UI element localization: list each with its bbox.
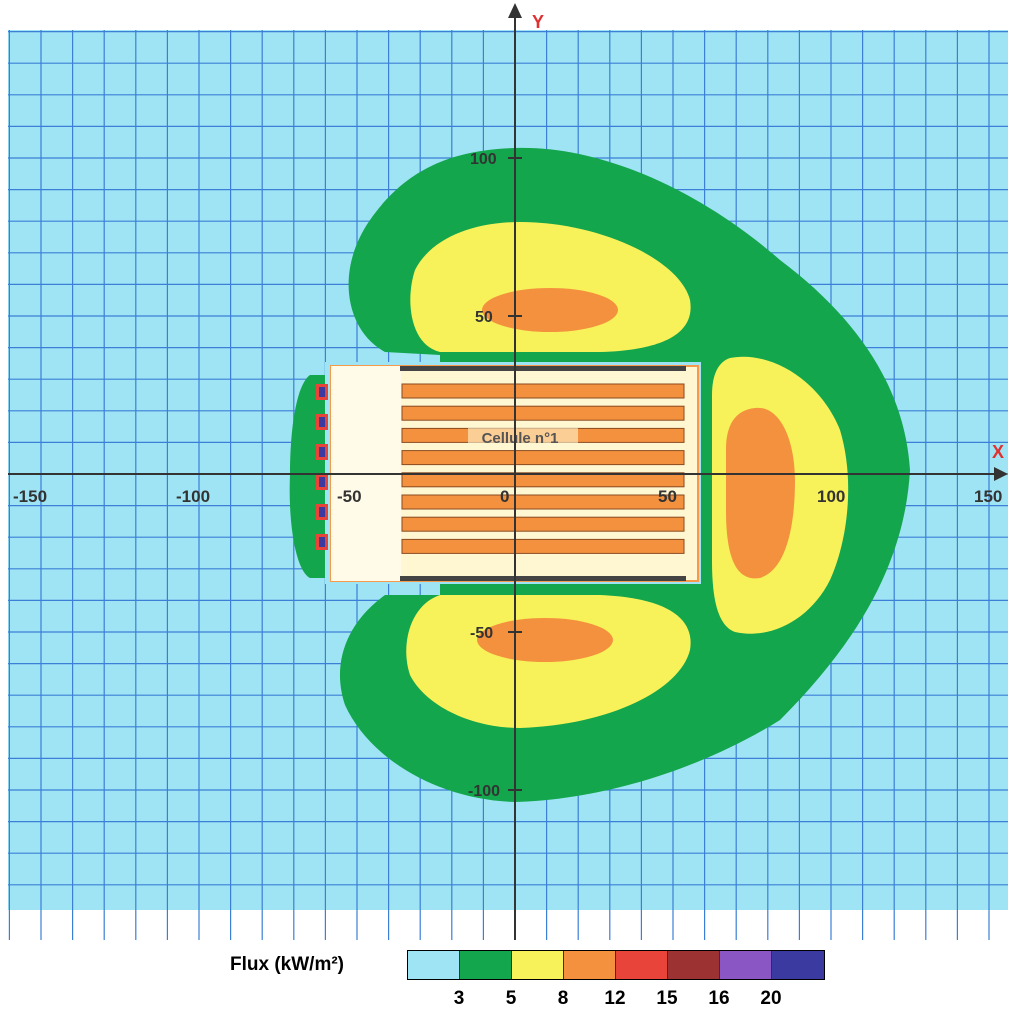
storage-rack <box>401 538 685 554</box>
zone-8kw-top <box>482 288 618 332</box>
storage-rack <box>401 383 685 399</box>
legend-swatch <box>564 951 616 979</box>
loading-bay-door <box>319 477 325 487</box>
legend-threshold-label: 12 <box>604 988 626 1009</box>
legend-threshold-label: 16 <box>708 988 730 1009</box>
storage-racks <box>401 383 685 554</box>
loading-bay-door <box>319 537 325 547</box>
loading-bay-door <box>319 417 325 427</box>
storage-rack <box>401 405 685 421</box>
building-label-bg <box>468 428 578 448</box>
x-tick-label: -100 <box>176 487 210 506</box>
legend-threshold-label: 8 <box>557 988 569 1009</box>
thermal-flux-map: Cellule n°1 X Y -150 -100 -50 0 50 100 1… <box>8 3 1008 940</box>
x-tick-label: -50 <box>337 487 362 506</box>
legend-threshold-label: 20 <box>760 988 782 1009</box>
y-axis-arrow <box>508 3 522 18</box>
zone-8kw-right <box>726 407 795 579</box>
legend-swatches <box>407 950 825 980</box>
storage-rack <box>401 472 685 488</box>
building-label: Cellule n°1 <box>482 430 559 447</box>
storage-rack <box>401 494 685 510</box>
storage-rack <box>401 450 685 466</box>
legend-swatch <box>616 951 668 979</box>
legend-swatch <box>668 951 720 979</box>
axes: X Y -150 -100 -50 0 50 100 150 100 50 -5… <box>8 3 1008 940</box>
y-axis-label: Y <box>532 12 544 32</box>
zone-8kw <box>477 288 795 662</box>
legend-swatch <box>720 951 772 979</box>
x-tick-label: -150 <box>13 487 47 506</box>
legend-title: Flux (kW/m²) <box>230 954 344 975</box>
loading-bay-door <box>319 447 325 457</box>
storage-rack <box>401 516 685 532</box>
x-axis-arrow <box>994 467 1008 481</box>
loading-bay-door <box>319 387 325 397</box>
legend-swatch <box>512 951 564 979</box>
x-tick-label: 150 <box>974 487 1002 506</box>
building-wall-top <box>400 366 686 371</box>
legend-swatch <box>460 951 512 979</box>
flux-legend: Flux (kW/m²) 3 5 8 12 15 16 20 <box>230 950 850 1020</box>
legend-threshold-label: 3 <box>453 988 465 1009</box>
x-axis-label: X <box>992 442 1004 462</box>
loading-bays <box>316 384 328 550</box>
y-tick-label: -50 <box>470 625 493 642</box>
legend-threshold-label: 15 <box>656 988 678 1009</box>
legend-swatch <box>408 951 460 979</box>
loading-bay-door <box>319 507 325 517</box>
building-wall-bottom <box>400 576 686 581</box>
x-tick-label: 50 <box>658 487 677 506</box>
x-tick-label: 0 <box>500 487 509 506</box>
zone-8kw-bottom <box>477 618 613 662</box>
x-tick-label: 100 <box>817 487 845 506</box>
zone-5kw-top <box>410 222 691 352</box>
y-tick-label: 50 <box>475 309 493 326</box>
legend-swatch <box>772 951 824 979</box>
legend-threshold-label: 5 <box>505 988 517 1009</box>
y-tick-label: 100 <box>470 151 497 168</box>
y-tick-label: -100 <box>468 783 500 800</box>
